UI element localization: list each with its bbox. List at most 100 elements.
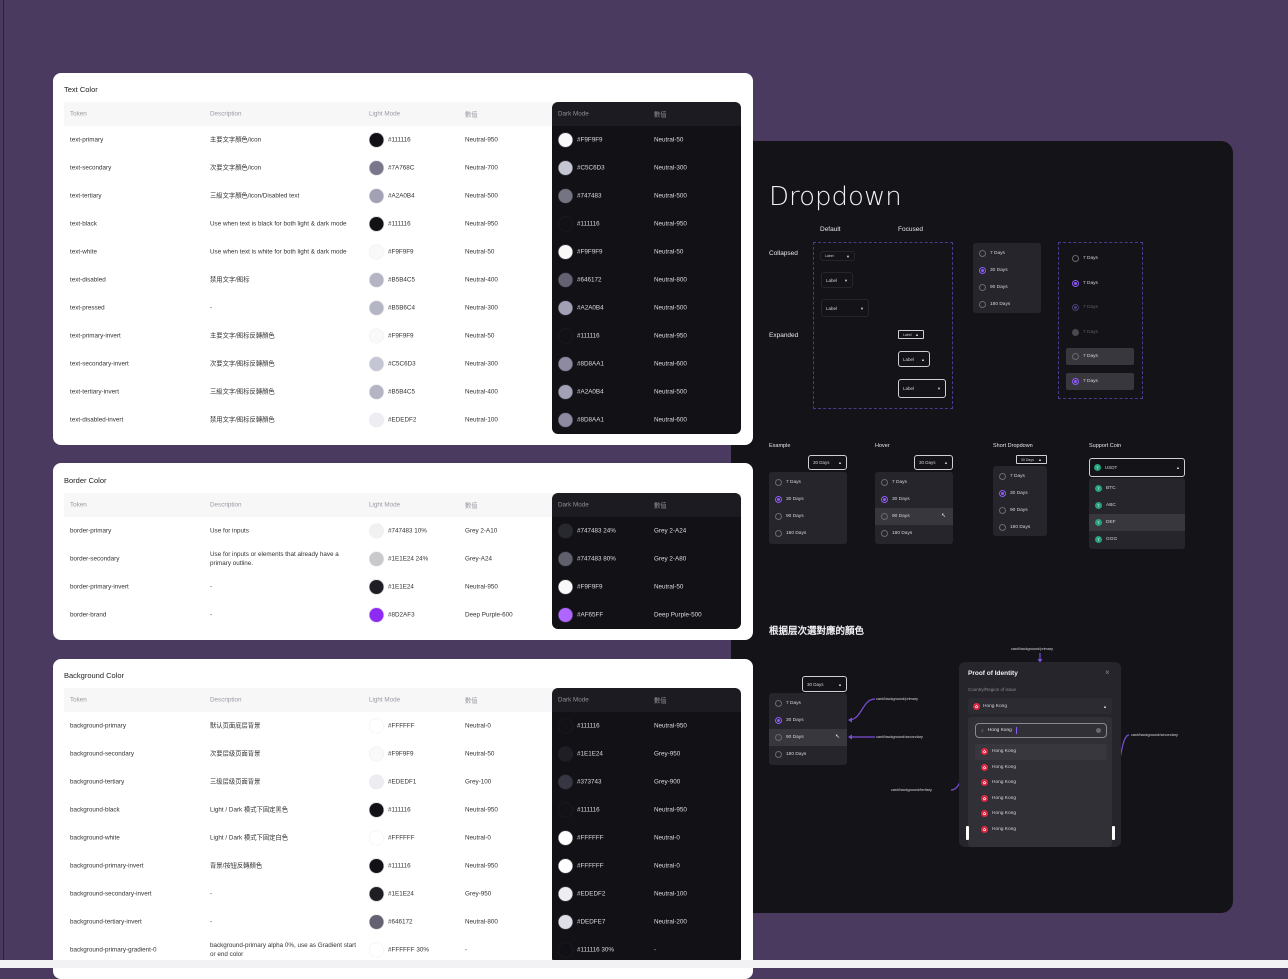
- table-row: background-primary-invert 背景/按钮反轉顏色 #11111…: [64, 852, 741, 880]
- dropdown-option[interactable]: 30 Days: [769, 712, 847, 729]
- dropdown-option[interactable]: 30 Days: [973, 262, 1041, 279]
- dropdown-trigger-large[interactable]: Label ▼: [821, 299, 869, 317]
- country-label: Hong Kong: [992, 749, 1017, 755]
- caret-up-icon: ▲: [1176, 465, 1180, 470]
- dark-color-swatch: [558, 830, 573, 846]
- token-name: text-tertiary: [70, 192, 102, 200]
- header-token: Token: [70, 696, 87, 704]
- table-row: border-primary-invert - #1E1E24 Neutral-950…: [64, 573, 741, 601]
- clear-icon[interactable]: [1096, 728, 1101, 733]
- dark-mode-cell: [552, 740, 741, 768]
- dropdown-option[interactable]: 180 Days: [769, 746, 847, 763]
- coin-label: BTC: [1106, 486, 1116, 491]
- table-row: background-tertiary-invert - #646172 Neutra…: [64, 908, 741, 936]
- header-dark-mode: Dark Mode: [558, 110, 589, 118]
- country-option[interactable]: ✿ Hong Kong: [975, 822, 1107, 838]
- token-description: 禁用文字/图标: [210, 276, 250, 284]
- light-color-swatch: [369, 188, 384, 204]
- dark-color-swatch: [558, 607, 573, 623]
- option-label: 180 Days: [892, 531, 913, 536]
- option-state[interactable]: 7 Days: [1066, 372, 1134, 390]
- short-dropdown-trigger[interactable]: 30 Days ▲: [1016, 455, 1047, 464]
- dropdown-option[interactable]: 90 Days: [875, 508, 953, 525]
- dark-value: Neutral-600: [654, 360, 687, 368]
- coin-option[interactable]: T GGG: [1089, 531, 1185, 548]
- dark-hex: #F9F9F9: [577, 583, 603, 591]
- hierarchy-dropdown-trigger[interactable]: 30 Days ▲: [802, 676, 847, 692]
- option-state[interactable]: 7 Days: [1066, 348, 1134, 366]
- dark-hex: #DEDFE7: [577, 918, 606, 926]
- dark-value: Neutral-800: [654, 276, 687, 284]
- table-row: background-tertiary 三级层级页面背景 #EDEDF1 Grey-1…: [64, 768, 741, 796]
- dropdown-option[interactable]: 180 Days: [769, 525, 847, 542]
- option-label: 7 Days: [1083, 354, 1098, 360]
- country-select[interactable]: ✿ Hong Kong ▲: [968, 698, 1112, 714]
- dropdown-trigger-medium-focused[interactable]: Label ▲: [898, 351, 930, 367]
- country-option[interactable]: ✿ Hong Kong: [975, 744, 1107, 760]
- dropdown-option[interactable]: 30 Days: [875, 491, 953, 508]
- header-light-mode: Light Mode: [369, 110, 401, 118]
- option-state[interactable]: 7 Days: [1066, 275, 1134, 292]
- dropdown-option[interactable]: 7 Days: [973, 245, 1041, 262]
- dropdown-option[interactable]: 180 Days: [993, 519, 1047, 536]
- dropdown-option[interactable]: 7 Days: [769, 695, 847, 712]
- dropdown-option[interactable]: 7 Days: [875, 474, 953, 491]
- country-option[interactable]: ✿ Hong Kong: [975, 775, 1107, 791]
- coin-option[interactable]: T ABC: [1089, 497, 1185, 514]
- dropdown-option[interactable]: 180 Days: [973, 296, 1041, 313]
- coin-dropdown-trigger[interactable]: T USDT ▲: [1089, 458, 1185, 477]
- dropdown-option[interactable]: 90 Days: [769, 729, 847, 746]
- dropdown-option[interactable]: 7 Days: [993, 468, 1047, 485]
- dropdown-option[interactable]: 30 Days: [769, 491, 847, 508]
- field-label: Country/Region of issue: [968, 687, 1017, 692]
- country-option[interactable]: ✿ Hong Kong: [975, 791, 1107, 807]
- light-value: Neutral-800: [465, 918, 498, 926]
- dropdown-trigger-small-focused[interactable]: Label ▲: [898, 330, 924, 339]
- token-description: 三級文字顏色/icon/Disabled text: [210, 192, 300, 200]
- dropdown-trigger-small[interactable]: Label ▼: [820, 251, 855, 261]
- search-input[interactable]: ⌕ Hong Kong: [975, 723, 1107, 738]
- close-icon[interactable]: ×: [1105, 668, 1110, 677]
- caret-down-icon: ▼: [937, 386, 941, 391]
- token-name: background-tertiary: [70, 778, 125, 786]
- dark-value: Neutral-50: [654, 136, 684, 144]
- coin-option[interactable]: T BTC: [1089, 480, 1185, 497]
- coin-label: ABC: [1106, 503, 1116, 508]
- dark-mode-cell: [552, 880, 741, 908]
- dropdown-option[interactable]: 180 Days: [875, 525, 953, 542]
- token-name: text-disabled: [70, 276, 106, 284]
- dropdown-trigger-large-focused[interactable]: Label ▼: [898, 379, 946, 398]
- light-color-swatch: [369, 830, 384, 846]
- dropdown-option[interactable]: 90 Days: [769, 508, 847, 525]
- table-row: text-tertiary-invert 三級文字/图标反轉顏色 #B5B4C5 Ne…: [64, 378, 741, 406]
- light-color-swatch: [369, 858, 384, 874]
- light-hex: #1E1E24 24%: [388, 555, 429, 563]
- trigger-label: Label: [903, 356, 915, 362]
- country-option[interactable]: ✿ Hong Kong: [975, 806, 1107, 822]
- light-hex: #8D2AF3: [388, 611, 415, 619]
- example-dropdown-trigger[interactable]: 30 Days ▲: [808, 455, 847, 470]
- option-state[interactable]: 7 Days: [1066, 250, 1134, 267]
- dropdown-option[interactable]: 90 Days: [993, 502, 1047, 519]
- dropdown-option[interactable]: 30 Days: [993, 485, 1047, 502]
- light-hex: #F9F9F9: [388, 332, 414, 340]
- option-state[interactable]: 7 Days: [1066, 324, 1134, 341]
- select-value: Hong Kong: [983, 703, 1008, 709]
- annotation-modal-primary: card/background/primary: [1011, 647, 1053, 651]
- token-name: border-primary-invert: [70, 583, 129, 591]
- caret-up-icon: ▲: [915, 332, 919, 337]
- dropdown-option[interactable]: 7 Days: [769, 474, 847, 491]
- country-option[interactable]: ✿ Hong Kong: [975, 760, 1107, 776]
- radio-icon: [775, 479, 782, 486]
- dark-hex: #747483 80%: [577, 555, 616, 563]
- token-description: 三级层级页面背景: [210, 778, 261, 786]
- dropdown-trigger-medium[interactable]: Label ▼: [821, 272, 853, 288]
- table-row: background-secondary 次要层级页面背景 #F9F9F9 Neutr…: [64, 740, 741, 768]
- tether-coin-icon: T: [1095, 536, 1102, 543]
- coin-option[interactable]: T DEF: [1089, 514, 1185, 531]
- light-hex: #FFFFFF 30%: [388, 946, 429, 954]
- option-state[interactable]: 7 Days: [1066, 299, 1134, 316]
- country-label: Hong Kong: [992, 795, 1017, 801]
- dropdown-option[interactable]: 90 Days: [973, 279, 1041, 296]
- hover-dropdown-trigger[interactable]: 30 Days ▲: [914, 455, 953, 470]
